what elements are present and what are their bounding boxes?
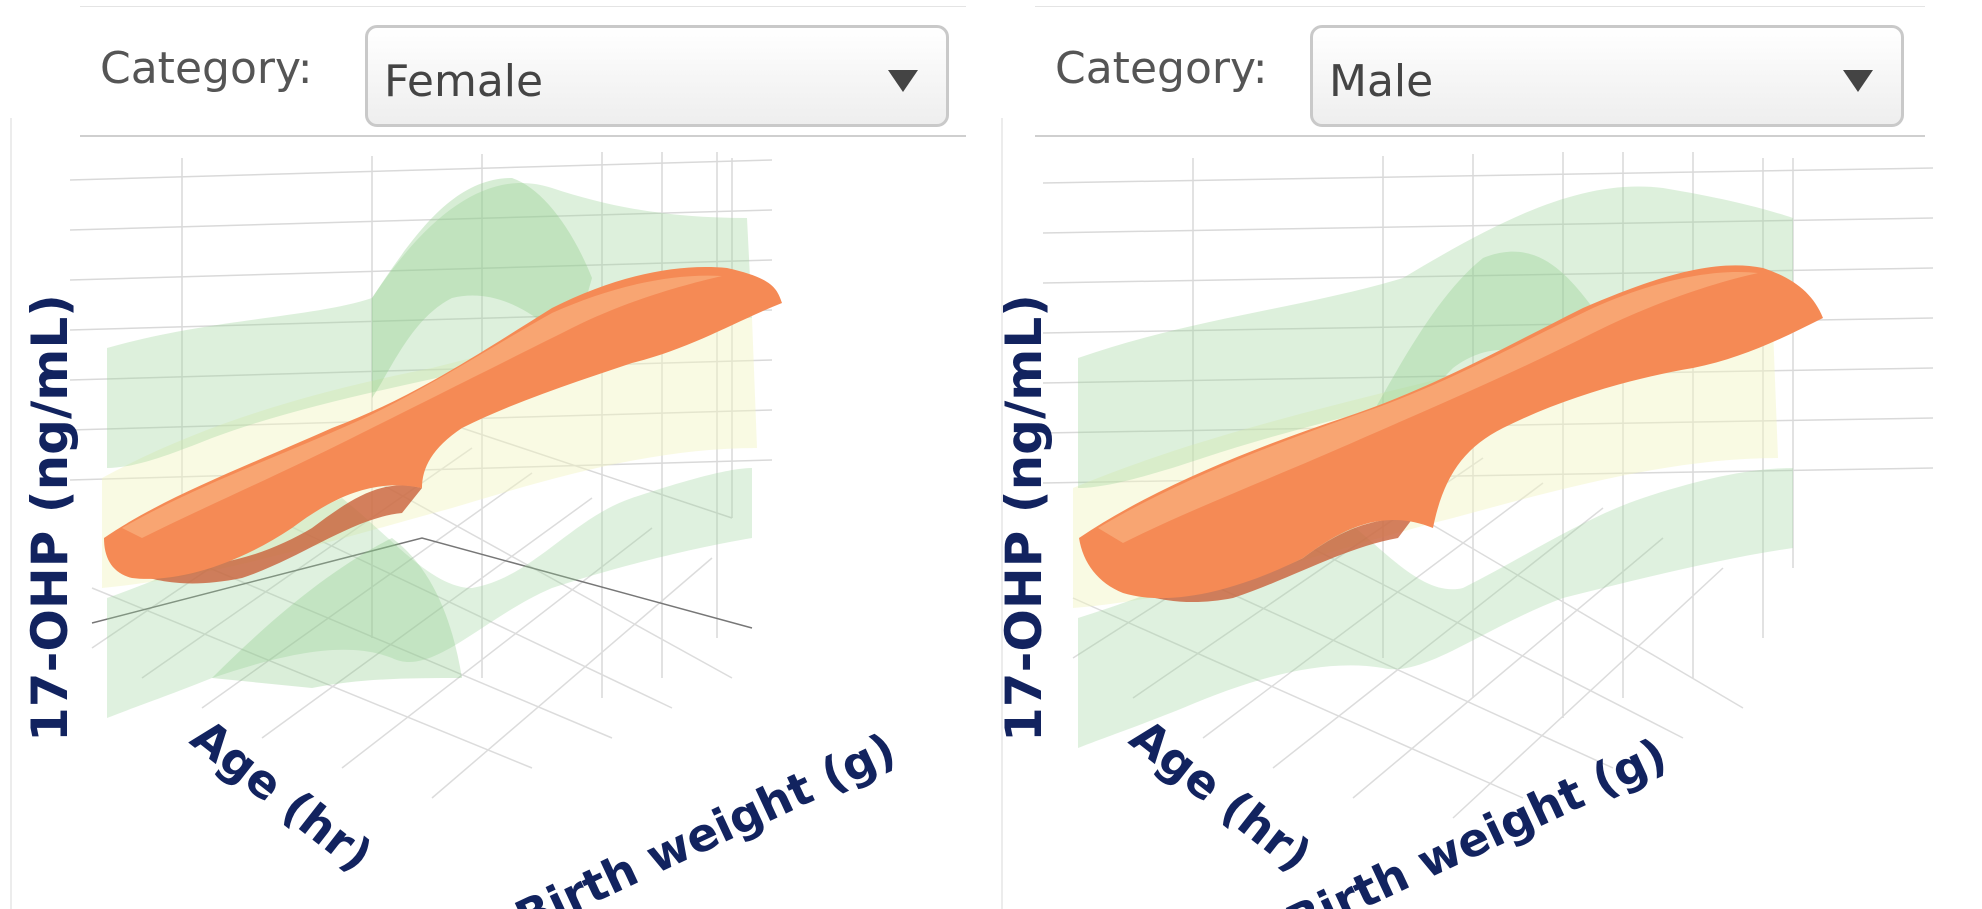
- upper-percentile-ridge: [372, 178, 592, 398]
- upper-percentile-ridge: [1353, 251, 1593, 498]
- grid-line: [261, 497, 593, 739]
- category-selected-value: Female: [384, 56, 544, 107]
- grid-line: [1452, 567, 1724, 819]
- median-surface-highlight: [122, 275, 722, 538]
- grid-line: [1042, 267, 1934, 284]
- chart-panel-female: 17-OHP (ng/mL) Age (hr) Birth weight (g)…: [10, 6, 984, 909]
- grid-line: [1042, 217, 1934, 234]
- grid-line: [69, 159, 773, 181]
- grid-line: [69, 259, 773, 281]
- grid-line: [1202, 482, 1544, 739]
- median-surface: [1079, 265, 1823, 599]
- median-surface-dark-side: [132, 485, 422, 584]
- median-surface-highlight: [1098, 271, 1758, 543]
- chevron-down-icon[interactable]: [1843, 70, 1873, 92]
- surface-plot[interactable]: 17-OHP (ng/mL) Age (hr) Birth weight (g): [12, 118, 984, 909]
- category-label: Category:: [100, 43, 313, 94]
- floor-edge: [91, 537, 753, 629]
- chart-panel-male: 17-OHP (ng/mL) Age (hr) Birth weight (g)…: [991, 0, 1982, 909]
- category-selected-value: Male: [1329, 56, 1434, 107]
- chart-area[interactable]: 17-OHP (ng/mL) Age (hr) Birth weight (g): [1001, 118, 1975, 909]
- category-select[interactable]: Female: [365, 25, 949, 127]
- chevron-down-icon[interactable]: [888, 70, 918, 92]
- median-surface: [104, 267, 782, 579]
- grid-line: [201, 472, 533, 709]
- grid-line: [91, 587, 533, 769]
- grid-line: [1352, 537, 1664, 799]
- grid-line: [431, 417, 733, 519]
- grid-line: [1042, 167, 1934, 184]
- age-axis-label: Age (hr): [181, 708, 382, 882]
- z-axis-label: 17-OHP (ng/mL): [1003, 294, 1053, 742]
- grid-line: [431, 557, 713, 799]
- category-label: Category:: [1055, 43, 1268, 94]
- category-toolbar: Category: Male: [1035, 6, 1925, 137]
- weight-axis-label: Birth weight (g): [507, 722, 904, 909]
- grid-line: [69, 209, 773, 231]
- grid-line: [1272, 507, 1604, 769]
- age-axis-label: Age (hr): [1120, 708, 1321, 882]
- category-select[interactable]: Male: [1310, 25, 1904, 127]
- category-toolbar: Category: Female: [80, 6, 966, 137]
- upper-percentile-surface: [1078, 186, 1793, 488]
- lower-percentile-surface: [1078, 468, 1793, 748]
- surface-plot[interactable]: 17-OHP (ng/mL) Age (hr) Birth weight (g): [1003, 118, 1975, 909]
- weight-axis-label: Birth weight (g): [1278, 727, 1675, 909]
- grid-line: [1072, 597, 1524, 799]
- z-axis-label: 17-OHP (ng/mL): [21, 294, 79, 742]
- upper-percentile-surface: [107, 182, 752, 469]
- lower-percentile-fold: [212, 538, 462, 688]
- grid-line: [161, 547, 613, 739]
- chart-area[interactable]: 17-OHP (ng/mL) Age (hr) Birth weight (g): [10, 118, 984, 909]
- grid-line: [341, 527, 653, 769]
- grid-line: [69, 359, 773, 381]
- grid-line: [351, 467, 733, 679]
- lower-percentile-surface: [107, 468, 752, 718]
